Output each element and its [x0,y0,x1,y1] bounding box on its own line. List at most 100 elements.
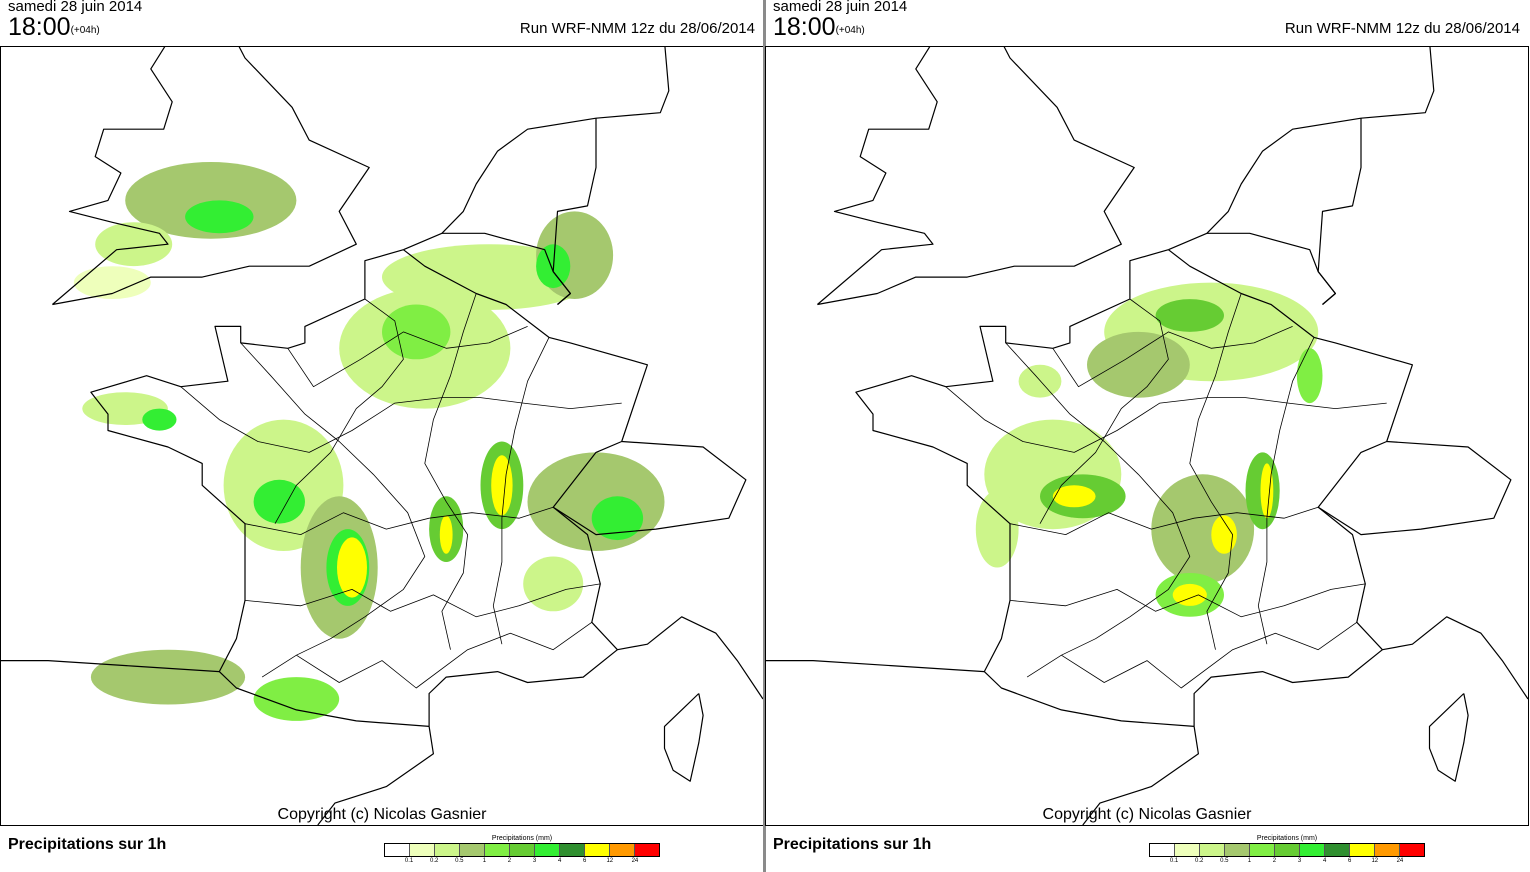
run-label: Run WRF-NMM 12z du 28/06/2014 [1284,20,1520,37]
legend-title: Precipitations (mm) [491,835,553,842]
rain-area [1172,583,1207,606]
legend-tick-label: 0.2 [1195,858,1204,864]
map-canvas [1,47,763,825]
map-title: Precipitations sur 1h [8,836,167,853]
iberia-med-line [317,726,434,825]
legend-swatch [535,844,560,856]
copyright-label: Copyright (c) Nicolas Gasnier [277,806,487,823]
legend-swatch [385,844,410,856]
legend-tick-label: 0.5 [455,858,464,864]
rain-area [125,162,297,239]
country-outlines [766,47,1528,825]
rain-layer [975,282,1323,617]
iberia-coast-line [1,660,220,673]
department-boundary [1061,621,1358,689]
rain-area [142,408,177,431]
map-canvas [766,47,1528,825]
legend-swatch [1300,844,1325,856]
time-label: 18:00(+04h) [8,13,100,41]
department-boundary [274,298,404,524]
corsica-line [663,693,704,782]
benelux-coast-line [403,47,670,251]
lead-time: (+04h) [70,25,100,36]
legend-swatch [1200,844,1225,856]
date-label: samedi 28 juin 2014 [8,0,143,15]
rain-area [527,452,665,551]
rain-area [1155,299,1224,332]
france-med-line [428,649,618,727]
map-title: Precipitations sur 1h [773,836,932,853]
rain-area [523,556,584,612]
precipitation-map [765,46,1529,826]
panel-right: samedi 28 juin 2014 18:00(+04h) Run WRF-… [765,0,1530,872]
department-boundary [1257,337,1315,645]
precipitation-map [0,46,764,826]
department-boundary [1009,506,1319,535]
legend-title: Precipitations (mm) [1256,835,1318,842]
pyrenees-line [218,671,430,727]
legend-tick-label: 2 [1272,858,1277,864]
rain-area [1260,463,1274,519]
italy-coast-line [1382,616,1528,700]
time-value: 18:00 [773,13,836,41]
legend-tick-label: 0.2 [430,858,439,864]
legend-tick-label: 12 [606,858,614,864]
legend-swatch [460,844,485,856]
legend-tick-label: 0.5 [1220,858,1229,864]
rain-area [185,200,254,234]
rain-area [1052,485,1096,508]
rain-area [73,266,151,299]
department-boundary [1052,326,1293,388]
rain-area [1211,515,1237,554]
run-label: Run WRF-NMM 12z du 28/06/2014 [519,20,755,37]
department-boundary [240,342,426,678]
rain-layer [73,162,665,721]
department-boundary [492,337,550,645]
rain-area [90,649,246,705]
panel-divider [763,0,766,872]
legend-tick-label: 0.1 [404,858,414,864]
department-boundary [1005,342,1191,678]
department-boundary [296,621,593,689]
legend-tick-label: 6 [1348,858,1352,864]
country-outlines [1,47,763,825]
iberia-med-line [1082,726,1199,825]
legend-tick-label: 4 [557,858,562,864]
legend-tick-label: 24 [1396,858,1404,864]
swiss-border-line [1317,440,1512,536]
legend: Precipitations (mm) 0.1 0.2 0.5 1 2 3 4 6 12 24 [1149,834,1425,867]
rain-area [1151,474,1255,584]
panel-left: samedi 28 juin 2014 18:00(+04h) Run WRF-… [0,0,764,867]
department-boundary [1039,298,1169,524]
legend-swatch [560,844,585,856]
legend-tick-label: 1 [482,858,487,864]
legend-tick-label: 3 [1297,858,1302,864]
department-boundary [424,293,477,650]
legend-swatch [1175,844,1200,856]
copyright-label: Copyright (c) Nicolas Gasnier [1042,806,1252,823]
legend-swatch [1325,844,1350,856]
date-label: samedi 28 juin 2014 [773,0,908,15]
legend-tick-label: 2 [507,858,512,864]
legend-swatch [1250,844,1275,856]
department-boundary [244,506,554,535]
germany-west-line [552,118,597,305]
rain-area [253,677,340,721]
time-label: 18:00(+04h) [773,13,865,41]
legend-ticks: 0.1 0.2 0.5 1 2 3 4 6 12 24 [1149,857,1425,867]
iberia-coast-line [766,660,985,673]
legend-swatch [1400,844,1424,856]
legend: Precipitations (mm) 0.1 0.2 0.5 1 2 3 4 6 12 24 [384,834,660,867]
gb-coast-line [817,47,1135,306]
rain-area [1018,364,1062,398]
legend-swatch [635,844,659,856]
rain-area [975,490,1019,568]
legend-tick-label: 6 [583,858,587,864]
legend-ticks: 0.1 0.2 0.5 1 2 3 4 6 12 24 [384,857,660,867]
lead-time: (+04h) [835,25,865,36]
legend-swatch [1275,844,1300,856]
gb-coast-line [52,47,370,306]
time-value: 18:00 [8,13,71,41]
rain-area [439,515,453,554]
legend-swatch [610,844,635,856]
